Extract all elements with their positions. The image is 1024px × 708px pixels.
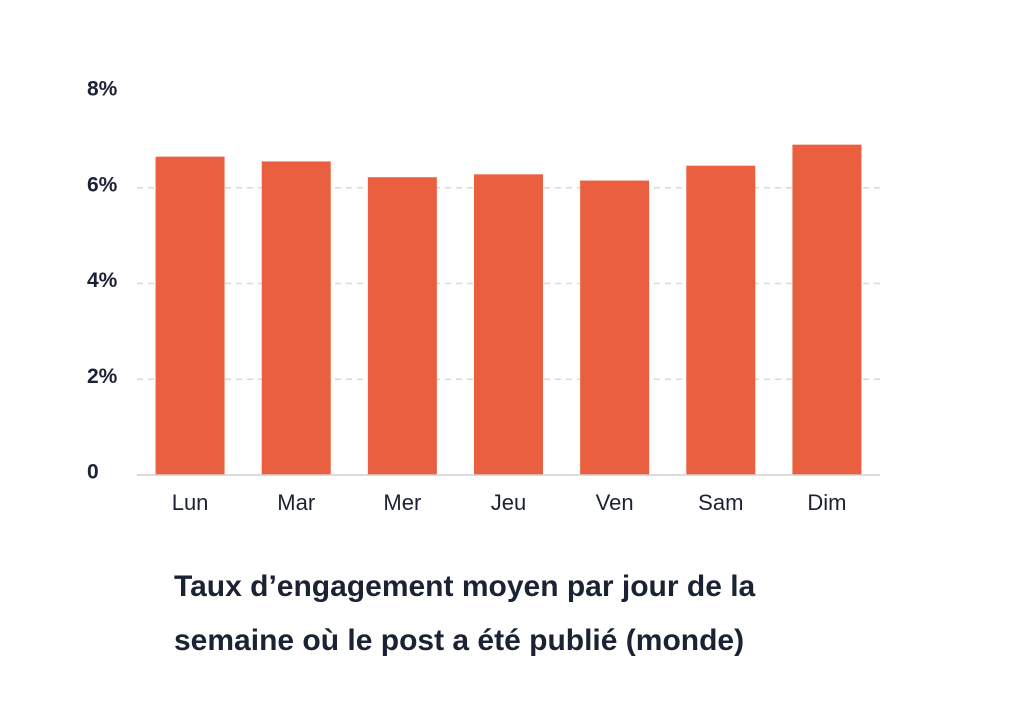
x-tick-label: Ven — [596, 490, 634, 515]
y-tick-label: 2% — [87, 365, 118, 388]
bar-sam — [686, 165, 756, 476]
x-tick-label: Mar — [277, 490, 315, 515]
y-axis-ticks: 0 2% 4% 6% 8% — [87, 78, 118, 484]
y-tick-label: 6% — [87, 173, 118, 196]
grid-layer — [137, 187, 880, 380]
bar-ven — [580, 180, 650, 475]
bar-mer — [367, 177, 437, 475]
y-tick-label: 8% — [87, 78, 118, 101]
bar-mar — [261, 161, 331, 475]
x-axis-ticks: Lun Mar Mer Jeu Ven Sam Dim — [172, 490, 847, 515]
x-tick-label: Lun — [172, 490, 209, 515]
bar-jeu — [474, 174, 543, 475]
bar-dim — [792, 144, 862, 475]
bar-lun — [155, 156, 225, 475]
x-tick-label: Mer — [383, 490, 421, 515]
x-tick-label: Sam — [698, 490, 743, 515]
x-tick-label: Jeu — [491, 490, 526, 515]
bars-layer — [155, 144, 862, 476]
y-tick-label: 0 — [87, 461, 99, 484]
chart-title: Taux d’engagement moyen par jour de la s… — [174, 570, 756, 657]
x-tick-label: Dim — [807, 490, 846, 515]
y-tick-label: 4% — [87, 269, 118, 292]
bar-chart: 0 2% 4% 6% 8% Lun Mar Mer Jeu Ven Sam Dim — [87, 78, 880, 515]
